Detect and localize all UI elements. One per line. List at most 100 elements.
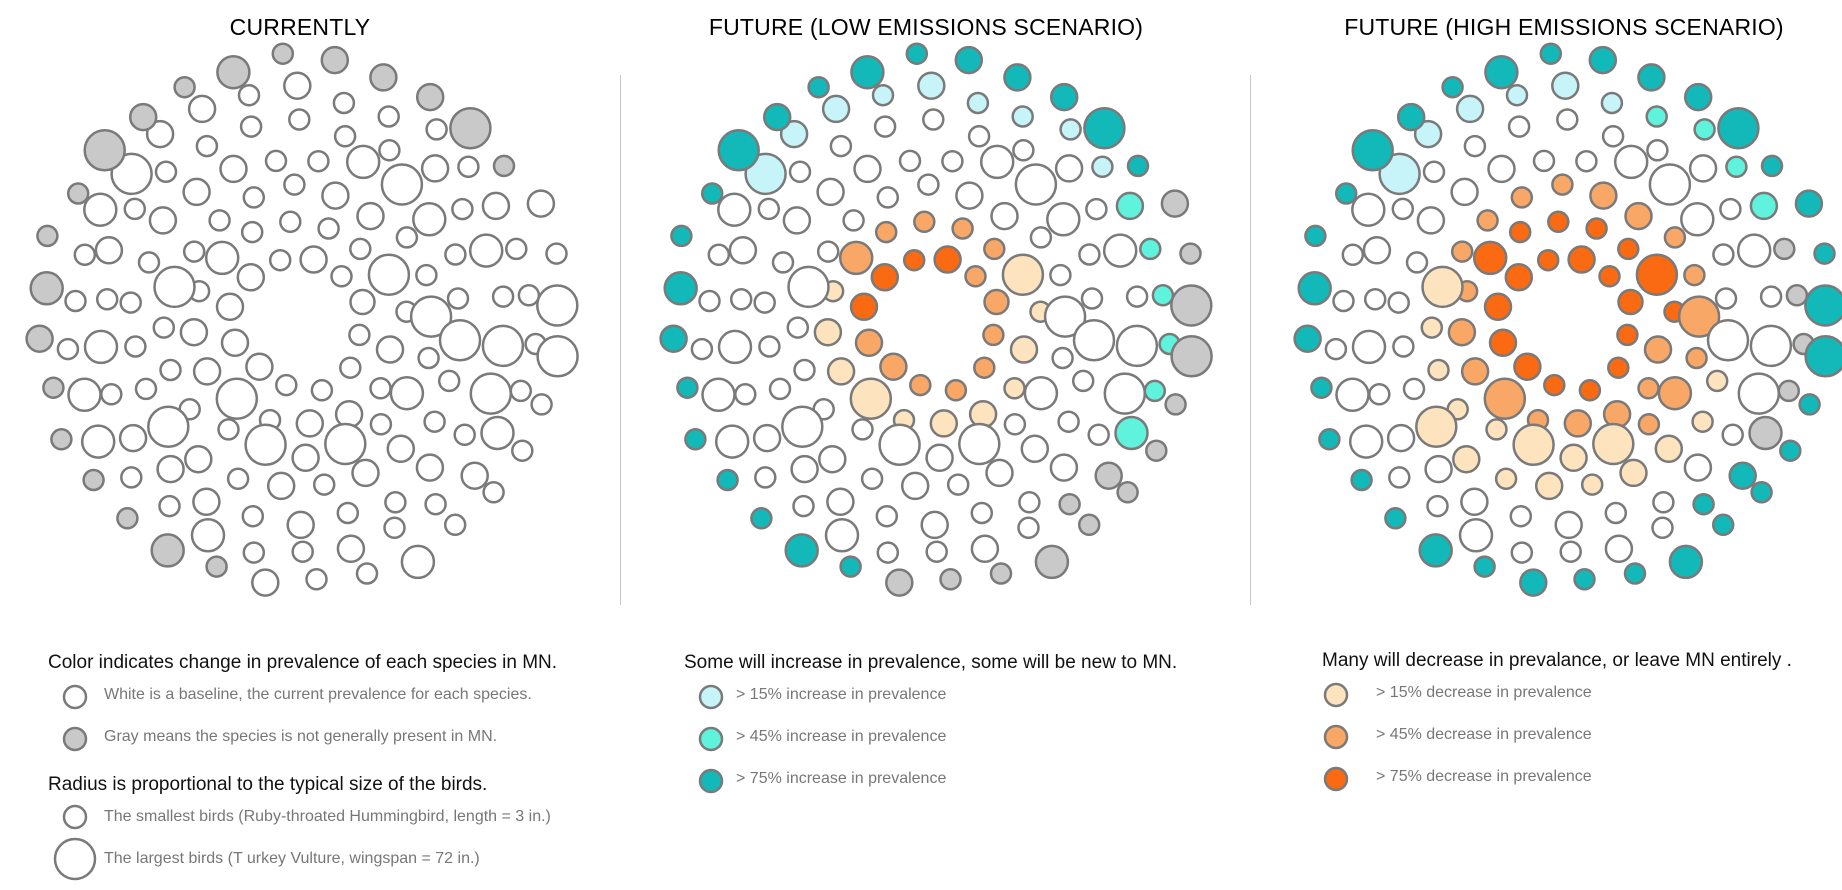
- species-bubble-baseline: [1351, 329, 1387, 365]
- species-bubble-baseline: [153, 265, 196, 309]
- species-bubble-inc75: [954, 45, 984, 75]
- species-bubble-dec45: [909, 373, 932, 397]
- species-bubble-baseline: [1509, 504, 1533, 528]
- species-bubble-baseline: [67, 377, 102, 413]
- species-bubble-absent: [1773, 237, 1796, 261]
- species-bubble-inc75: [1293, 324, 1322, 353]
- species-bubble-inc75: [716, 468, 739, 492]
- species-bubble-baseline: [1043, 295, 1087, 338]
- bird-bubble-chart: [25, 42, 1842, 597]
- species-bubble-dec75: [870, 263, 900, 292]
- species-bubble-absent: [1058, 492, 1081, 516]
- legend-gray-label: Gray means the species is not generally …: [104, 728, 498, 745]
- legend-largest-label: The largest birds (T urkey Vulture, wing…: [104, 850, 480, 867]
- species-bubble-baseline: [875, 504, 899, 528]
- species-bubble-inc75: [1683, 82, 1713, 112]
- species-bubble-baseline: [1392, 335, 1415, 358]
- species-bubble-inc75: [784, 533, 819, 568]
- species-bubble-baseline: [1416, 206, 1446, 235]
- species-bubble-absent: [66, 182, 90, 205]
- species-bubble-baseline: [878, 423, 921, 467]
- species-bubble-absent: [116, 507, 139, 530]
- species-bubble-inc75: [1804, 335, 1842, 378]
- species-bubble-baseline: [330, 265, 353, 288]
- species-bubble-inc75: [807, 75, 830, 99]
- species-bubble-dec45: [1685, 346, 1708, 370]
- species-bubble-dec75: [1547, 210, 1570, 234]
- species-bubble-baseline: [83, 192, 118, 227]
- species-bubble-baseline: [1014, 163, 1058, 206]
- species-bubble-baseline: [349, 237, 372, 261]
- species-bubble-inc75: [1484, 54, 1519, 90]
- species-bubble-baseline: [336, 534, 366, 564]
- species-bubble-baseline: [283, 71, 312, 100]
- species-bubble-dec45: [1460, 357, 1490, 386]
- species-bubble-dec45: [1643, 335, 1673, 364]
- species-bubble-baseline: [1714, 287, 1738, 310]
- species-bubble-dec45: [1637, 413, 1661, 436]
- species-bubble-baseline: [1651, 516, 1674, 540]
- species-bubble-baseline: [1018, 491, 1041, 514]
- species-bubble-inc75: [1637, 63, 1666, 92]
- species-bubble-inc45: [1749, 191, 1779, 221]
- species-bubble-baseline: [348, 323, 371, 347]
- species-bubble-baseline: [226, 467, 250, 491]
- species-bubble-dec15: [1415, 405, 1458, 448]
- species-bubble-inc75: [1310, 376, 1333, 399]
- species-bubble-baseline: [958, 422, 1001, 466]
- species-bubble-baseline: [517, 284, 541, 307]
- legend-decrease-75-label: > 75% decrease in prevalence: [1376, 768, 1592, 785]
- species-bubble-inc75: [670, 224, 693, 248]
- species-bubble-dec15: [1009, 335, 1039, 364]
- species-bubble-baseline: [1029, 226, 1053, 249]
- species-bubble-baseline: [917, 173, 940, 196]
- species-bubble-baseline: [1057, 410, 1080, 433]
- species-bubble-baseline: [1749, 324, 1793, 368]
- species-bubble-baseline: [752, 423, 782, 453]
- species-bubble-baseline: [286, 510, 315, 540]
- species-bubble-inc75: [1813, 242, 1836, 265]
- species-bubble-baseline: [842, 209, 865, 232]
- species-bubble-absent: [1116, 481, 1139, 504]
- species-bubble-baseline: [443, 513, 467, 537]
- species-bubble-baseline: [900, 471, 930, 501]
- species-bubble-dec45: [1683, 263, 1706, 287]
- species-bubble-baseline: [219, 154, 248, 184]
- species-bubble-baseline: [137, 251, 161, 274]
- species-bubble-inc75: [684, 428, 707, 451]
- species-bubble-baseline: [375, 335, 405, 364]
- species-bubble-dec45: [1563, 409, 1593, 438]
- species-bubble-inc75: [1760, 154, 1784, 178]
- species-bubble-inc75: [1717, 106, 1760, 150]
- species-bubble-baseline: [536, 284, 579, 327]
- species-bubble-baseline: [389, 375, 425, 411]
- species-bubble-baseline: [967, 125, 991, 148]
- species-bubble-absent: [1170, 284, 1213, 327]
- species-bubble-dec45: [1637, 377, 1660, 400]
- species-bubble-inc15: [966, 91, 990, 115]
- species-bubble-baseline: [1332, 289, 1355, 313]
- species-bubble-baseline: [110, 152, 153, 196]
- species-bubble-dec15: [929, 409, 959, 438]
- species-bubble-baseline: [369, 377, 392, 400]
- species-bubble-dec45: [973, 356, 996, 379]
- species-bubble-baseline: [829, 134, 853, 158]
- panel-title-high-emissions: FUTURE (HIGH EMISSIONS SCENARIO): [1344, 14, 1784, 40]
- species-bubble-baseline: [941, 149, 964, 173]
- species-bubble-baseline: [321, 181, 350, 210]
- species-bubble-absent: [36, 224, 59, 248]
- species-bubble-baseline: [351, 458, 380, 488]
- species-bubble-baseline: [1604, 534, 1634, 564]
- species-bubble-inc45: [1139, 237, 1162, 261]
- species-bubble-inc15: [779, 119, 809, 149]
- species-bubble-inc15: [1505, 83, 1529, 107]
- species-bubble-baseline: [383, 516, 406, 540]
- species-bubble-baseline: [275, 373, 298, 397]
- species-bubble-baseline: [279, 210, 302, 234]
- species-bubble-baseline: [377, 105, 400, 128]
- increase-75-swatch: [698, 768, 724, 794]
- species-bubble-baseline: [73, 243, 97, 267]
- species-bubble-baseline: [714, 424, 750, 459]
- species-bubble-inc15: [744, 152, 787, 196]
- species-bubble-baseline: [64, 289, 87, 313]
